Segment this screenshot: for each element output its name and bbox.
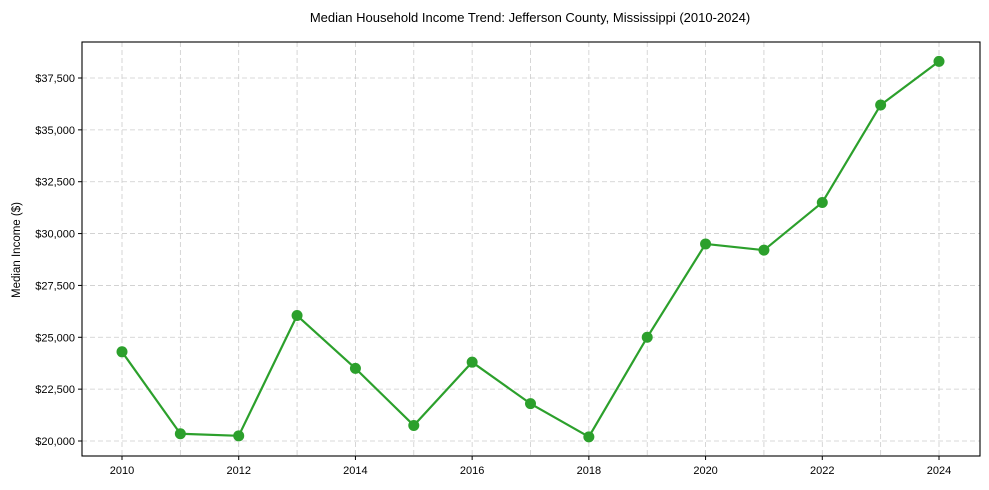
x-tick-label: 2020 — [693, 465, 717, 477]
data-point-2011 — [174, 428, 186, 440]
x-tick-label: 2012 — [226, 465, 250, 477]
data-point-2016 — [466, 356, 478, 368]
data-point-2017 — [525, 398, 536, 410]
y-tick-label: $27,500 — [35, 280, 75, 292]
x-tick-label: 2016 — [460, 465, 484, 477]
chart-title: Median Household Income Trend: Jefferson… — [310, 10, 750, 25]
data-point-2020 — [700, 238, 712, 250]
data-point-2019 — [641, 331, 653, 343]
x-tick-label: 2018 — [577, 465, 601, 477]
data-point-2012 — [233, 430, 245, 442]
data-point-markers — [116, 55, 945, 443]
y-axis-ticks: $20,000 $22,500 $25,000 $27,500 $30,000 $32,5… — [35, 73, 82, 448]
grid-lines — [82, 42, 980, 456]
data-point-2018 — [583, 431, 595, 443]
y-tick-label: $25,000 — [35, 332, 75, 344]
data-point-2015 — [408, 419, 420, 431]
y-tick-label: $37,500 — [35, 73, 75, 85]
x-tick-label: 2014 — [343, 465, 367, 477]
data-point-2010 — [116, 346, 128, 358]
y-tick-label: $32,500 — [35, 177, 75, 189]
x-tick-label: 2022 — [810, 465, 834, 477]
y-axis-label: Median Income ($) — [11, 202, 23, 298]
y-tick-label: $20,000 — [35, 436, 75, 448]
data-point-2022 — [816, 196, 828, 208]
x-axis-ticks: 2010 2012 2014 2016 2018 2020 2022 2024 — [110, 456, 951, 477]
x-tick-label: 2010 — [110, 465, 134, 477]
y-tick-label: $35,000 — [35, 125, 75, 137]
data-point-2014 — [349, 362, 361, 374]
data-point-2021 — [758, 244, 770, 256]
data-point-2024 — [933, 55, 945, 67]
data-point-2013 — [291, 310, 303, 322]
x-tick-label: 2024 — [927, 465, 951, 477]
plot-area-frame — [81, 41, 981, 457]
y-tick-label: $30,000 — [35, 229, 75, 241]
y-tick-label: $22,500 — [35, 384, 75, 396]
data-point-2023 — [875, 99, 887, 111]
